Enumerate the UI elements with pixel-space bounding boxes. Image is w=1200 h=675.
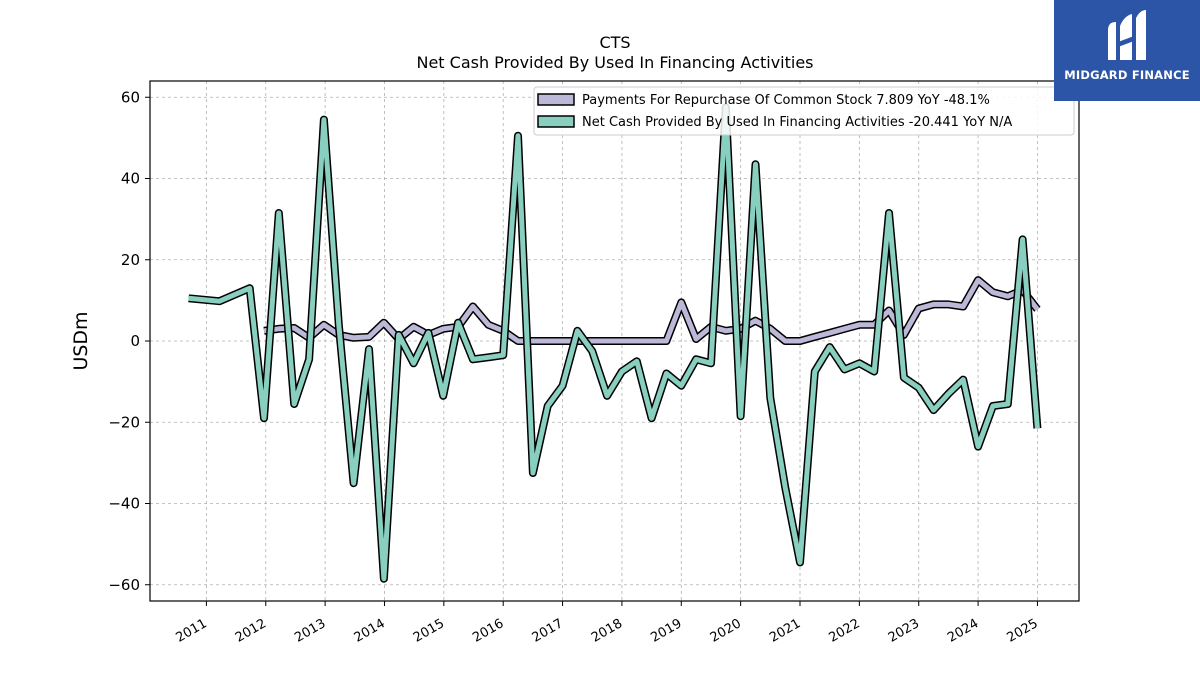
y-axis: −60 −40 −20 0 20 40 60 bbox=[108, 88, 150, 594]
y-tick-label: 40 bbox=[121, 170, 140, 188]
series-group bbox=[188, 103, 1042, 583]
x-tick-label: 2025 bbox=[1005, 616, 1041, 646]
x-tick-label: 2022 bbox=[826, 616, 862, 646]
x-axis: 2011 2012 2013 2014 2015 2016 2017 2018 2019 2020… bbox=[174, 601, 1041, 646]
legend-box bbox=[533, 86, 1075, 136]
x-tick-label: 2017 bbox=[530, 616, 566, 646]
x-tick-label: 2013 bbox=[292, 616, 328, 646]
x-tick-label: 2019 bbox=[648, 616, 684, 646]
chart-subtitle: Net Cash Provided By Used In Financing A… bbox=[416, 53, 813, 72]
midgard-logo-icon bbox=[1108, 10, 1146, 60]
logo-text: MIDGARD FINANCE bbox=[1064, 68, 1190, 82]
series-line-1 bbox=[188, 104, 1040, 582]
y-tick-label: −20 bbox=[108, 413, 140, 431]
legend: Payments For Repurchase Of Common Stock … bbox=[533, 86, 1075, 136]
y-tick-label: −40 bbox=[108, 495, 140, 513]
x-tick-label: 2016 bbox=[470, 616, 506, 646]
x-tick-label: 2014 bbox=[352, 616, 388, 646]
legend-swatch-repurchase bbox=[537, 93, 575, 106]
series-line-0 bbox=[263, 277, 1040, 344]
midgard-finance-logo: MIDGARD FINANCE bbox=[1054, 0, 1200, 101]
x-tick-label: 2015 bbox=[411, 616, 447, 646]
x-tick-label: 2024 bbox=[945, 616, 981, 646]
x-tick-label: 2021 bbox=[767, 616, 803, 646]
y-axis-label: USDm bbox=[70, 311, 92, 370]
legend-label-repurchase: Payments For Repurchase Of Common Stock … bbox=[582, 93, 990, 108]
y-tick-label: 20 bbox=[121, 251, 140, 269]
x-tick-label: 2020 bbox=[708, 616, 744, 646]
legend-label-net-cash: Net Cash Provided By Used In Financing A… bbox=[582, 115, 1012, 130]
x-tick-label: 2011 bbox=[174, 616, 210, 646]
x-tick-label: 2018 bbox=[589, 616, 625, 646]
series-line-outline-0 bbox=[263, 276, 1041, 345]
y-tick-label: 0 bbox=[130, 332, 140, 350]
x-tick-label: 2012 bbox=[233, 616, 269, 646]
y-tick-label: 60 bbox=[121, 88, 140, 106]
chart-title: CTS bbox=[599, 33, 630, 52]
y-tick-label: −60 bbox=[108, 576, 140, 594]
legend-swatch-net-cash bbox=[537, 115, 575, 128]
x-tick-label: 2023 bbox=[886, 616, 922, 646]
